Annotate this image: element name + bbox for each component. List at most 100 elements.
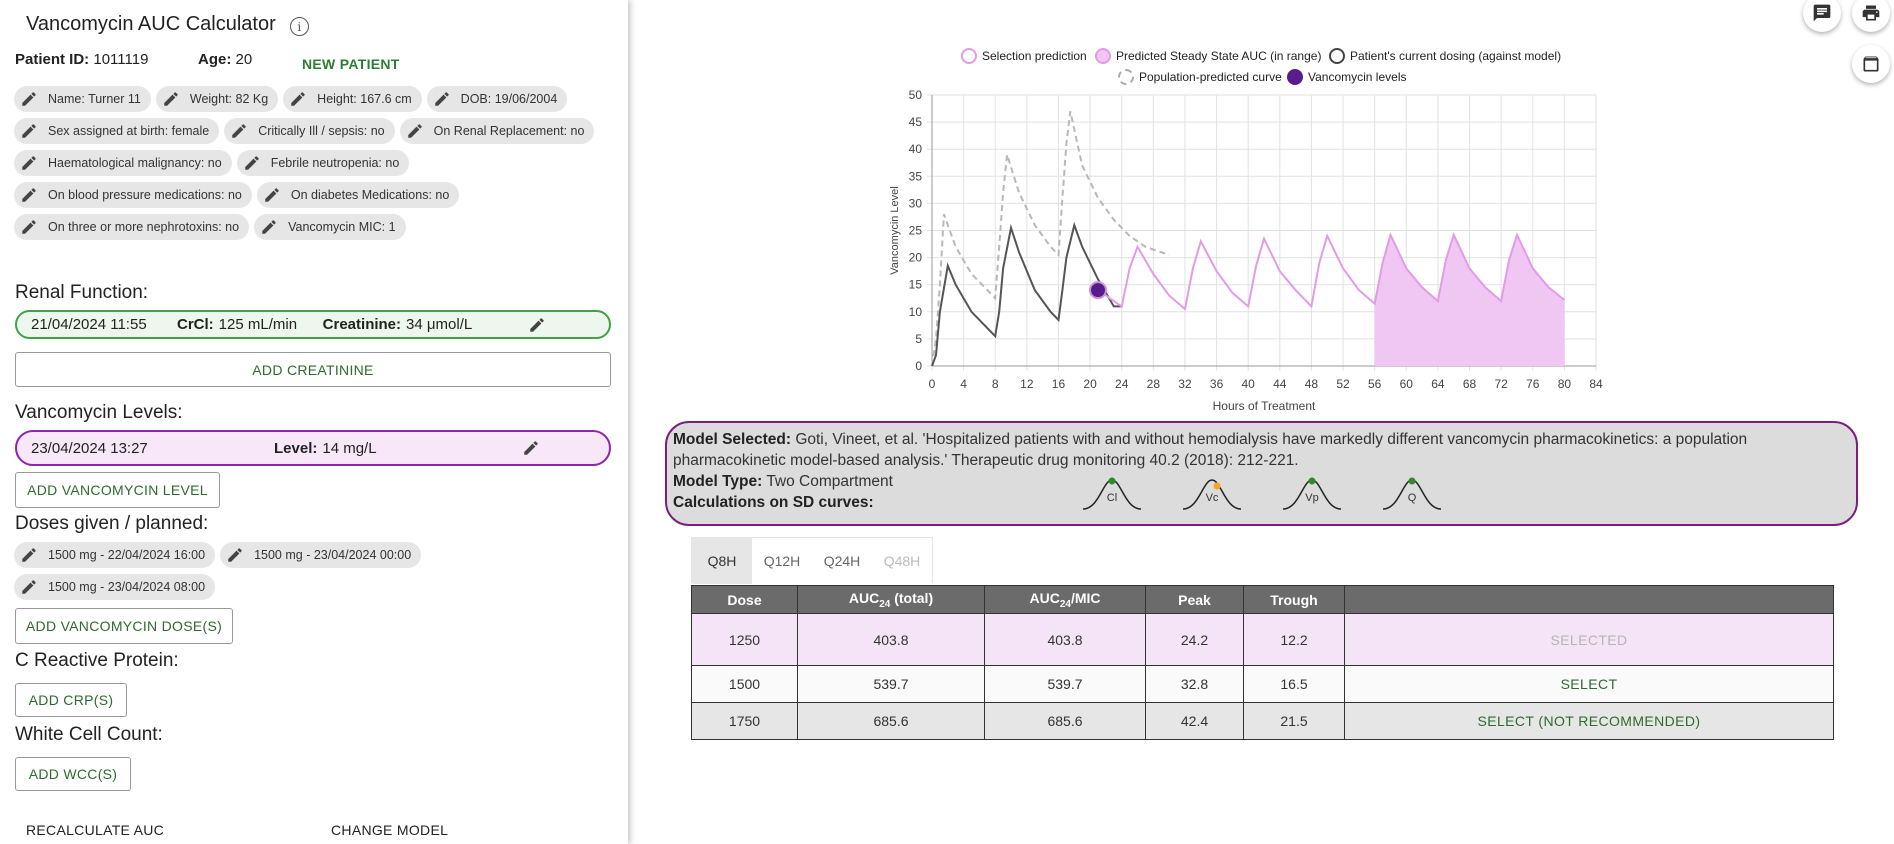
dose-chip[interactable]: 1500 mg - 23/04/2024 08:00 — [14, 574, 216, 600]
x-axis-label: Hours of Treatment — [1213, 399, 1316, 413]
legend-current-dosing[interactable]: Patient's current dosing (against model) — [1329, 48, 1561, 64]
cell-trough: 16.5 — [1243, 665, 1345, 703]
cell-peak: 24.2 — [1145, 613, 1244, 666]
param-label: Vc — [1205, 492, 1219, 504]
add-crp-button[interactable]: ADD CRP(S) — [15, 683, 127, 717]
change-model-button[interactable]: CHANGE MODEL — [331, 822, 449, 838]
selected-label: SELECTED — [1344, 613, 1834, 666]
col-action — [1344, 585, 1834, 614]
col-dose: Dose — [691, 585, 798, 614]
edit-icon — [18, 120, 40, 142]
vancomycin-chart: 0 4 8 12 16 20 24 28 32 36 40 44 48 52 56 60 64 68 72 76 80 8… — [889, 88, 1603, 413]
patient-chip[interactable]: Critically Ill / sepsis: no — [224, 118, 395, 144]
param-cl-icon[interactable]: Cl — [1081, 474, 1143, 512]
dose-chip[interactable]: 1500 mg - 22/04/2024 16:00 — [14, 542, 216, 568]
new-patient-button[interactable]: NEW PATIENT — [302, 56, 400, 72]
chip-row: On blood pressure medications: no On diab… — [14, 182, 614, 208]
cell-aucmic: 403.8 — [984, 613, 1146, 666]
chip-label: On three or more nephrotoxins: no — [48, 220, 240, 234]
chip-label: Sex assigned at birth: female — [48, 124, 210, 138]
x-tick-label: 0 — [929, 377, 936, 391]
y-tick-label: 40 — [909, 142, 923, 156]
chip-label: Critically Ill / sepsis: no — [258, 124, 385, 138]
x-tick-label: 20 — [1083, 377, 1097, 391]
edit-icon — [241, 152, 263, 174]
edit-icon — [431, 88, 453, 110]
series-current-dosing-line — [931, 221, 1122, 367]
select-button[interactable]: SELECT (NOT RECOMMENDED) — [1344, 702, 1834, 740]
add-wcc-button[interactable]: ADD WCC(S) — [15, 757, 131, 791]
select-button[interactable]: SELECT — [1344, 665, 1834, 703]
chip-label: On blood pressure medications: no — [48, 188, 242, 202]
patient-chip[interactable]: On three or more nephrotoxins: no — [14, 214, 250, 240]
cell-dose: 1750 — [691, 702, 798, 740]
print-fab[interactable] — [1852, 0, 1890, 32]
patient-chip[interactable]: Febrile neutropenia: no — [236, 150, 410, 176]
chat-fab[interactable] — [1803, 0, 1841, 32]
param-vp-icon[interactable]: Vp — [1281, 474, 1343, 512]
edit-icon — [18, 216, 40, 238]
x-tick-label: 40 — [1242, 377, 1256, 391]
legend-selection[interactable]: Selection prediction — [961, 48, 1087, 64]
edit-icon[interactable] — [520, 437, 542, 459]
cell-auc: 539.7 — [797, 665, 985, 703]
crcl-value: 125 mL/min — [218, 316, 298, 333]
y-tick-label: 30 — [909, 196, 923, 210]
chip-label: 1500 mg - 23/04/2024 00:00 — [254, 548, 412, 562]
edit-icon — [18, 544, 40, 566]
chip-row: Name: Turner 11 Weight: 82 Kg Height: 167.… — [14, 86, 614, 112]
cell-trough: 21.5 — [1243, 702, 1345, 740]
patient-chip[interactable]: DOB: 19/06/2004 — [426, 86, 568, 112]
x-tick-label: 48 — [1305, 377, 1319, 391]
chip-label: DOB: 19/06/2004 — [460, 92, 558, 106]
legend-steady-state[interactable]: Predicted Steady State AUC (in range) — [1095, 48, 1321, 64]
x-tick-label: 72 — [1494, 377, 1508, 391]
info-icon[interactable]: i — [289, 17, 309, 36]
param-label: Vp — [1305, 492, 1319, 504]
dose-chips: 1500 mg - 22/04/2024 16:00 1500 mg - 23/0… — [14, 542, 614, 606]
x-tick-label: 52 — [1336, 377, 1350, 391]
tab-q48h: Q48H — [883, 553, 921, 569]
patient-chip[interactable]: On Renal Replacement: no — [399, 118, 595, 144]
renal-entry[interactable]: 21/04/2024 11:55 CrCl: 125 mL/min Creati… — [15, 310, 611, 339]
chip-label: Name: Turner 11 — [48, 92, 141, 106]
add-vancomycin-dose-button[interactable]: ADD VANCOMYCIN DOSE(S) — [15, 608, 233, 644]
add-vancomycin-level-button[interactable]: ADD VANCOMYCIN LEVEL — [15, 472, 220, 508]
col-peak: Peak — [1145, 585, 1244, 614]
doses-heading: Doses given / planned: — [15, 513, 209, 534]
param-q-icon[interactable]: Q — [1381, 474, 1443, 512]
level-entry[interactable]: 23/04/2024 13:27 Level: 14 mg/L — [15, 430, 611, 466]
legend-swatch — [1095, 48, 1111, 64]
patient-chip[interactable]: Sex assigned at birth: female — [14, 118, 220, 144]
x-tick-label: 56 — [1368, 377, 1382, 391]
param-vc-icon[interactable]: Vc — [1181, 474, 1243, 512]
patient-chip[interactable]: Name: Turner 11 — [14, 86, 151, 112]
app-title: Vancomycin AUC Calculator — [26, 13, 276, 35]
patient-chip[interactable]: On blood pressure medications: no — [14, 182, 252, 208]
y-tick-label: 50 — [909, 88, 923, 102]
patient-chip[interactable]: Height: 167.6 cm — [283, 86, 422, 112]
chip-label: 1500 mg - 23/04/2024 08:00 — [48, 580, 206, 594]
model-citation: Goti, Vineet, et al. 'Hospitalized patie… — [673, 431, 1748, 469]
x-tick-label: 64 — [1431, 377, 1445, 391]
patient-chip[interactable]: Vancomycin MIC: 1 — [254, 214, 406, 240]
tab-q8h[interactable]: Q8H — [692, 538, 752, 584]
patient-chip[interactable]: Haematological malignancy: no — [14, 150, 232, 176]
renal-date: 21/04/2024 11:55 — [31, 316, 147, 333]
x-tick-label: 36 — [1210, 377, 1224, 391]
legend-population[interactable]: Population-predicted curve — [1118, 69, 1282, 85]
legend-levels[interactable]: Vancomycin levels — [1287, 69, 1406, 85]
series-steady-state-area — [1374, 234, 1565, 366]
edit-icon[interactable] — [526, 314, 548, 336]
patient-chip[interactable]: Weight: 82 Kg — [155, 86, 279, 112]
x-tick-label: 8 — [992, 377, 999, 391]
archive-fab[interactable] — [1852, 45, 1890, 83]
recalculate-auc-button[interactable]: RECALCULATE AUC — [26, 822, 165, 838]
dose-chip[interactable]: 1500 mg - 23/04/2024 00:00 — [220, 542, 422, 568]
tab-q24h[interactable]: Q24H — [823, 553, 861, 569]
add-creatinine-button[interactable]: ADD CREATININE — [15, 352, 611, 387]
wcc-heading: White Cell Count: — [15, 724, 163, 745]
patient-chips: Name: Turner 11 Weight: 82 Kg Height: 167.… — [14, 86, 614, 246]
patient-chip[interactable]: On diabetes Medications: no — [256, 182, 460, 208]
tab-q12h[interactable]: Q12H — [763, 553, 801, 569]
